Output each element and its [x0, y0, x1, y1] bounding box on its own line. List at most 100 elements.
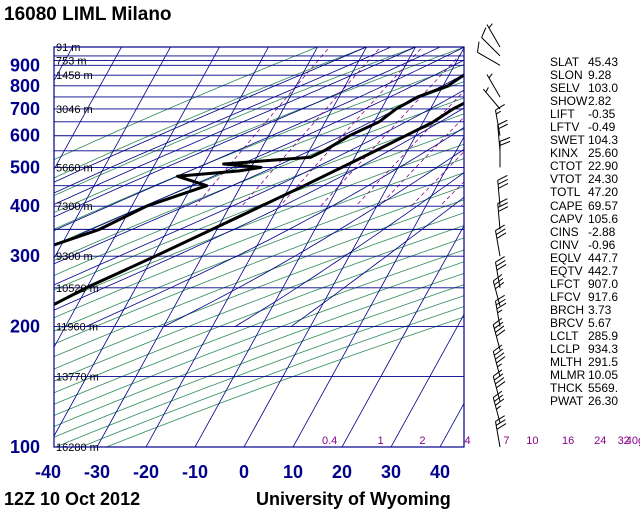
wind-barb	[481, 27, 501, 57]
temperature-tick-label: 20	[332, 462, 352, 482]
index-row: SHOW 2.82	[550, 95, 640, 108]
mixing-ratio-label: 40g/kg	[626, 435, 640, 447]
index-name: CAPV	[550, 211, 583, 226]
index-value: 105.6	[588, 211, 619, 226]
temperature-tick-label: -40	[35, 462, 61, 482]
mixing-ratio-label: 7	[503, 435, 509, 447]
wind-barb	[492, 369, 506, 402]
isotherms	[54, 47, 464, 447]
mixing-ratio-line	[279, 47, 423, 207]
index-value: 917.6	[588, 289, 619, 304]
dry-adiabat-line	[54, 81, 464, 246]
height-label: 91 m	[56, 42, 80, 54]
index-name: LFTV	[550, 120, 580, 135]
index-name: LIFT	[550, 107, 575, 122]
dry-adiabat-line	[54, 225, 464, 382]
isotherm-line	[194, 47, 416, 447]
index-value: 10.05	[588, 368, 619, 383]
wind-barb	[492, 274, 505, 307]
index-row: PWAT 26.30	[550, 395, 640, 408]
index-row: LFCV 917.6	[550, 289, 640, 304]
temperature-tick-labels: -40 -30 -20 -10 0 10 20 30 40	[35, 462, 450, 482]
index-value: -2.88	[588, 224, 616, 239]
wind-barb	[499, 136, 511, 168]
index-value: 907.0	[588, 276, 619, 291]
index-value: 26.30	[588, 394, 619, 409]
dry-adiabat-line	[54, 128, 464, 291]
mixing-ratio-line	[194, 47, 331, 207]
index-row: CINS -2.88	[550, 224, 640, 239]
index-row: LCLT 285.9	[550, 328, 640, 343]
dry-adiabat-line	[54, 186, 464, 345]
plot-frame	[53, 46, 465, 448]
index-name: BRCH	[550, 302, 585, 317]
sounding-profiles	[54, 73, 464, 307]
mixing-ratio-label: 1	[378, 435, 384, 447]
height-label: 3046 m	[56, 104, 93, 116]
wind-barb	[476, 41, 501, 66]
index-row: CAPE 69.57	[550, 198, 640, 213]
index-row: CTOT 22.90	[550, 160, 640, 173]
mixing-ratio-line	[241, 47, 382, 207]
index-value: 5569.	[588, 381, 619, 396]
isotherm-line	[341, 224, 464, 447]
index-name: PWAT	[550, 394, 584, 409]
index-row: CINV -0.96	[550, 237, 640, 252]
mixing-ratio-label: 4	[464, 435, 470, 447]
index-value: 291.5	[588, 355, 619, 370]
index-name: LCLP	[550, 342, 581, 357]
dry-adiabat-line	[54, 97, 464, 261]
data-source: University of Wyoming	[256, 489, 451, 509]
index-name: EQTV	[550, 263, 583, 278]
index-name: VTOT	[550, 172, 582, 187]
isotherm-line	[54, 47, 220, 349]
index-row: EQTV 442.7	[550, 263, 640, 278]
index-value: 47.20	[588, 185, 619, 200]
index-row: SWET 104.3	[550, 134, 640, 147]
index-value: 69.57	[588, 198, 619, 213]
height-label: 1458 m	[56, 70, 93, 82]
index-value: 22.90	[588, 159, 619, 174]
index-value: -0.35	[588, 107, 616, 122]
wind-barb	[482, 87, 501, 110]
mixing-ratio-label: 10	[526, 435, 538, 447]
index-row: LIFT -0.35	[550, 108, 640, 121]
index-name: SWET	[550, 133, 585, 148]
index-name: LCLT	[550, 328, 579, 343]
temperature-tick-label: -30	[84, 462, 110, 482]
index-row: EQLV 447.7	[550, 250, 640, 265]
dry-adiabat-line	[54, 272, 464, 427]
isotherm-line	[292, 135, 464, 447]
dry-adiabat-line	[54, 158, 464, 319]
index-row: MLTH 291.5	[550, 356, 640, 369]
index-name: EQLV	[550, 250, 582, 265]
pressure-tick-label: 800	[10, 76, 40, 96]
isotherm-line	[54, 47, 171, 260]
index-value: 447.7	[588, 250, 619, 265]
index-value: -0.49	[588, 120, 616, 135]
mixing-ratio-labels: 0.412471016243240g/kg	[322, 435, 640, 447]
wind-barb	[492, 317, 506, 350]
index-row: LFTV -0.49	[550, 121, 640, 134]
mixing-ratio-line	[378, 116, 464, 207]
wind-barb	[494, 415, 507, 448]
dry-adiabat-line	[54, 212, 464, 370]
dry-adiabat-line	[54, 64, 464, 230]
dry-adiabat-line	[54, 143, 464, 305]
mixing-ratio-line	[410, 151, 464, 207]
height-label: 16280 m	[56, 442, 99, 454]
index-value: -0.96	[588, 237, 616, 252]
height-label: 13770 m	[56, 372, 99, 384]
height-label: 11960 m	[56, 322, 98, 334]
index-row: MLMR 10.05	[550, 369, 640, 382]
pressure-tick-label: 200	[10, 317, 40, 337]
index-name: MLMR	[550, 368, 586, 383]
dry-adiabat-line	[54, 261, 464, 416]
height-label: 753 m	[56, 56, 87, 68]
mixing-ratio-label: 16	[562, 435, 574, 447]
index-row: BRCV 5.67	[550, 316, 640, 330]
wind-barb	[494, 224, 507, 257]
index-value: 934.3	[588, 342, 619, 357]
index-row: THCK 5569.	[550, 382, 640, 395]
